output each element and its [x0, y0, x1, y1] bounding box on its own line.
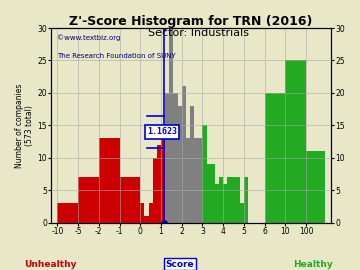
Bar [231, 177, 236, 223]
Bar [165, 93, 169, 223]
Y-axis label: Number of companies
(573 total): Number of companies (573 total) [15, 83, 35, 168]
Bar [144, 217, 149, 223]
Text: Score: Score [166, 260, 194, 269]
Text: Healthy: Healthy [293, 260, 333, 269]
Bar [198, 139, 202, 223]
Bar [285, 60, 306, 223]
Bar [215, 184, 219, 223]
Text: The Research Foundation of SUNY: The Research Foundation of SUNY [57, 53, 175, 59]
Bar [99, 139, 120, 223]
Bar [211, 164, 215, 223]
Bar [244, 177, 248, 223]
Bar [78, 177, 99, 223]
Bar [120, 177, 140, 223]
Bar [177, 106, 182, 223]
Text: Unhealthy: Unhealthy [24, 260, 77, 269]
Bar [153, 158, 157, 223]
Bar [169, 28, 174, 223]
Text: Sector: Industrials: Sector: Industrials [148, 28, 248, 38]
Bar [223, 184, 228, 223]
Bar [140, 203, 144, 223]
Text: 1.1623: 1.1623 [147, 127, 177, 136]
Bar [161, 132, 165, 223]
Bar [174, 93, 177, 223]
Bar [157, 145, 161, 223]
Title: Z'-Score Histogram for TRN (2016): Z'-Score Histogram for TRN (2016) [69, 15, 313, 28]
Bar [240, 203, 244, 223]
Bar [236, 177, 240, 223]
Bar [228, 177, 231, 223]
Bar [149, 203, 153, 223]
Bar [190, 106, 194, 223]
Bar [182, 86, 186, 223]
Bar [219, 177, 223, 223]
Bar [194, 139, 198, 223]
Bar [265, 93, 285, 223]
Bar [57, 203, 78, 223]
Bar [186, 139, 190, 223]
Bar [306, 151, 325, 223]
Bar [207, 164, 211, 223]
Text: ©www.textbiz.org: ©www.textbiz.org [57, 34, 120, 40]
Bar [202, 126, 207, 223]
